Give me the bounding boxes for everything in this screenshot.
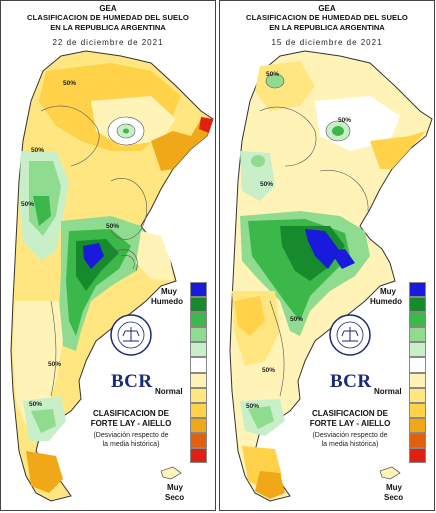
legend-swatch — [190, 282, 207, 298]
contour-label: 50% — [290, 316, 304, 323]
map-title-line1: CLASIFICACION DE HUMEDAD DEL SUELO — [27, 13, 189, 22]
contour-label: 50% — [63, 80, 77, 87]
contour-label: 50% — [21, 201, 35, 208]
legend-swatch — [409, 327, 426, 343]
classification-line2: FORTE LAY - AIELLO — [90, 419, 172, 428]
classification-title: CLASIFICACION DE FORTE LAY - AIELLO — [285, 409, 415, 429]
classification-note: (Desviación respecto de la media históri… — [290, 431, 410, 449]
map-title-line2: EN LA REPUBLICA ARGENTINA — [50, 23, 166, 32]
contour-label: 50% — [260, 181, 274, 188]
classification-note-line1: (Desviación respecto de — [93, 432, 169, 439]
legend-swatch — [190, 432, 207, 449]
legend-swatch — [409, 282, 426, 298]
argentina-map-right — [229, 50, 433, 502]
legend-swatch — [409, 432, 426, 449]
map-date: 15 de diciembre de 2021 — [271, 38, 383, 47]
org-label: GEA — [99, 4, 117, 13]
map-title-line2: EN LA REPUBLICA ARGENTINA — [269, 23, 385, 32]
legend-swatch — [409, 448, 426, 464]
contour-label: 50% — [266, 71, 280, 78]
color-legend — [409, 282, 426, 464]
contour-label: 50% — [29, 401, 43, 408]
legend-very-dry-label-2: Seco — [165, 493, 185, 502]
legend-swatch — [409, 372, 426, 388]
classification-note-line2: la media histórica) — [102, 441, 160, 448]
legend-swatch — [409, 387, 426, 403]
legend-normal-label: Normal — [374, 387, 402, 396]
legend-very-wet-label-1: Muy — [161, 287, 177, 296]
legend-very-wet-label-2: Humedo — [151, 297, 183, 306]
classification-note-line2: la media histórica) — [321, 441, 379, 448]
legend-swatch — [190, 402, 207, 418]
legend-swatch — [190, 372, 207, 388]
legend-swatch — [190, 357, 207, 373]
legend-very-dry-label-1: Muy — [386, 483, 402, 492]
classification-line1: CLASIFICACION DE — [312, 409, 388, 418]
legend-swatch — [190, 417, 207, 433]
legend-very-dry-label-2: Seco — [384, 493, 404, 502]
map-panel-left: GEA CLASIFICACION DE HUMEDAD DEL SUELO E… — [0, 0, 216, 511]
org-label: GEA — [318, 4, 336, 13]
map-date: 22 de diciembre de 2021 — [52, 38, 164, 47]
legend-swatch — [190, 297, 207, 313]
contour-label: 50% — [262, 367, 276, 374]
legend-swatch — [409, 342, 426, 358]
legend-very-wet-label-1: Muy — [380, 287, 396, 296]
legend-very-wet-label-2: Humedo — [370, 297, 402, 306]
legend-swatch — [190, 387, 207, 403]
color-legend — [190, 282, 207, 464]
bcr-seal-logo — [329, 314, 371, 356]
map-panel-right: GEA CLASIFICACION DE HUMEDAD DEL SUELO E… — [219, 0, 435, 511]
legend-swatch — [190, 327, 207, 343]
legend-swatch — [409, 402, 426, 418]
legend-normal-label: Normal — [155, 387, 183, 396]
legend-swatch — [409, 297, 426, 313]
legend-very-dry-label-1: Muy — [167, 483, 183, 492]
legend-swatch — [190, 342, 207, 358]
legend-swatch — [409, 312, 426, 328]
contour-label: 50% — [106, 223, 120, 230]
classification-note: (Desviación respecto de la media históri… — [71, 431, 191, 449]
legend-swatch — [190, 448, 207, 464]
classification-line2: FORTE LAY - AIELLO — [309, 419, 391, 428]
contour-label: 50% — [31, 147, 45, 154]
contour-label: 50% — [48, 361, 62, 368]
classification-line1: CLASIFICACION DE — [93, 409, 169, 418]
bcr-brand-text: BCR — [111, 371, 153, 392]
classification-title: CLASIFICACION DE FORTE LAY - AIELLO — [66, 409, 196, 429]
bcr-brand-text: BCR — [330, 371, 372, 392]
legend-swatch — [190, 312, 207, 328]
classification-note-line1: (Desviación respecto de — [312, 432, 388, 439]
contour-label: 50% — [246, 403, 260, 410]
legend-swatch — [409, 417, 426, 433]
bcr-seal-logo — [110, 314, 152, 356]
contour-label: 50% — [338, 117, 352, 124]
legend-swatch — [409, 357, 426, 373]
argentina-map-left — [10, 50, 214, 502]
map-title-line1: CLASIFICACION DE HUMEDAD DEL SUELO — [246, 13, 408, 22]
